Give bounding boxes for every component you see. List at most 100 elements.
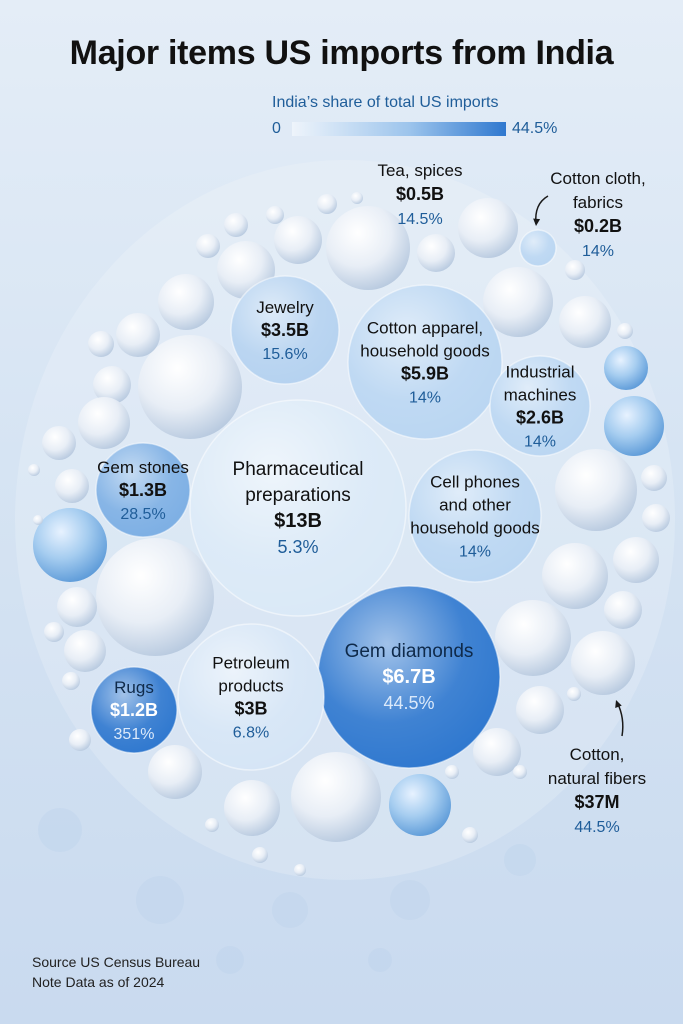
bubble-highlight-gem-diamonds bbox=[318, 586, 500, 768]
decorative-bubble bbox=[64, 630, 106, 672]
value-gem-stones: $1.3B bbox=[119, 480, 167, 500]
decorative-bubble bbox=[62, 672, 80, 690]
decorative-bubble bbox=[555, 449, 637, 531]
value-jewelry: $3.5B bbox=[261, 320, 309, 340]
value-gem-diamonds: $6.7B bbox=[382, 666, 435, 688]
decorative-bubble bbox=[266, 206, 284, 224]
decorative-bubble bbox=[462, 827, 478, 843]
source-note: Source US Census Bureau bbox=[32, 954, 201, 970]
decorative-bubble bbox=[294, 864, 306, 876]
value-petroleum-products: $3B bbox=[234, 699, 267, 719]
decorative-bubble bbox=[148, 745, 202, 799]
share-jewelry: 15.6% bbox=[262, 346, 307, 363]
decorative-bubble bbox=[88, 331, 114, 357]
decorative-bubble bbox=[138, 335, 242, 439]
decorative-bubble bbox=[604, 396, 664, 456]
share-cell-phones-and-other-household-goods: 14% bbox=[459, 544, 491, 561]
legend-title: India’s share of total US imports bbox=[272, 94, 499, 111]
label-cell-phones-and-other-household-goods: Cell phones bbox=[430, 473, 520, 492]
background-bubble bbox=[272, 892, 308, 928]
bubble-highlight-pharmaceutical-preparations bbox=[190, 400, 406, 616]
decorative-bubble bbox=[93, 366, 131, 404]
decorative-bubble bbox=[274, 216, 322, 264]
decorative-bubble bbox=[57, 587, 97, 627]
decorative-bubble bbox=[483, 267, 553, 337]
share-industrial-machines: 14% bbox=[524, 434, 556, 451]
decorative-bubble bbox=[158, 274, 214, 330]
decorative-bubble bbox=[317, 194, 337, 214]
label-industrial-machines: machines bbox=[504, 386, 577, 405]
decorative-bubble bbox=[28, 464, 40, 476]
label-cotton-apparel-household-goods: household goods bbox=[360, 342, 490, 361]
decorative-bubble bbox=[42, 426, 76, 460]
decorative-bubble bbox=[291, 752, 381, 842]
background-bubble bbox=[504, 844, 536, 876]
background-bubble bbox=[368, 948, 392, 972]
bubble-highlight-industrial-machines bbox=[490, 356, 590, 456]
decorative-bubble bbox=[417, 234, 455, 272]
label-cotton-apparel-household-goods: Cotton apparel, bbox=[367, 319, 483, 338]
decorative-bubble bbox=[571, 631, 635, 695]
share-cotton-cloth-fabrics: 14% bbox=[582, 243, 614, 260]
decorative-bubble bbox=[252, 847, 268, 863]
decorative-bubble bbox=[389, 774, 451, 836]
decorative-bubble bbox=[116, 313, 160, 357]
decorative-bubble bbox=[567, 687, 581, 701]
label-cotton-natural-fibers: natural fibers bbox=[548, 769, 646, 788]
arrow-cotton-fibers-head bbox=[615, 700, 622, 708]
legend-min-label: 0 bbox=[272, 120, 281, 137]
bubble-highlight-jewelry bbox=[231, 276, 339, 384]
value-cotton-apparel-household-goods: $5.9B bbox=[401, 364, 449, 384]
bubble-highlight-petroleum-products bbox=[178, 624, 324, 770]
bubble-highlight-cell-phones-and-other-household-goods bbox=[409, 450, 541, 582]
label-tea-spices: Tea, spices bbox=[377, 161, 462, 180]
decorative-bubble bbox=[78, 397, 130, 449]
decorative-bubble bbox=[559, 296, 611, 348]
label-cell-phones-and-other-household-goods: household goods bbox=[410, 519, 540, 538]
decorative-bubble bbox=[617, 323, 633, 339]
background-bubble bbox=[390, 880, 430, 920]
share-petroleum-products: 6.8% bbox=[233, 725, 269, 742]
decorative-bubble bbox=[55, 469, 89, 503]
decorative-bubble bbox=[495, 600, 571, 676]
bubble-highlight-cotton-cloth-fabrics bbox=[520, 230, 556, 266]
value-cotton-natural-fibers: $37M bbox=[574, 792, 619, 812]
label-rugs: Rugs bbox=[114, 678, 154, 697]
bubble-highlight-gem-stones bbox=[96, 443, 190, 537]
decorative-bubble bbox=[33, 515, 43, 525]
decorative-bubble bbox=[613, 537, 659, 583]
decorative-bubble bbox=[326, 206, 410, 290]
decorative-bubble bbox=[565, 260, 585, 280]
decorative-bubble bbox=[604, 346, 648, 390]
decorative-bubble bbox=[458, 198, 518, 258]
label-petroleum-products: products bbox=[218, 677, 283, 696]
decorative-bubble bbox=[604, 591, 642, 629]
value-cotton-cloth-fabrics: $0.2B bbox=[574, 216, 622, 236]
legend-color-scale bbox=[292, 122, 506, 136]
label-pharmaceutical-preparations: preparations bbox=[245, 485, 351, 506]
label-jewelry: Jewelry bbox=[256, 298, 314, 317]
share-tea-spices: 14.5% bbox=[397, 211, 442, 228]
arrow-cotton-cloth-head bbox=[533, 218, 541, 226]
decorative-bubble bbox=[445, 765, 459, 779]
decorative-bubble bbox=[641, 465, 667, 491]
background-bubble bbox=[136, 876, 184, 924]
label-industrial-machines: Industrial bbox=[506, 363, 575, 382]
label-cotton-cloth-fabrics: fabrics bbox=[573, 193, 623, 212]
decorative-bubble bbox=[351, 192, 363, 204]
share-gem-stones: 28.5% bbox=[120, 506, 165, 523]
value-industrial-machines: $2.6B bbox=[516, 408, 564, 428]
share-rugs: 351% bbox=[114, 726, 155, 743]
chart-title: Major items US imports from India bbox=[69, 34, 614, 72]
decorative-bubble bbox=[69, 729, 91, 751]
share-pharmaceutical-preparations: 5.3% bbox=[277, 537, 318, 557]
share-cotton-natural-fibers: 44.5% bbox=[574, 819, 619, 836]
decorative-bubble bbox=[44, 622, 64, 642]
label-petroleum-products: Petroleum bbox=[212, 654, 289, 673]
background-bubble bbox=[216, 946, 244, 974]
bubble-highlight-cotton-apparel-household-goods bbox=[348, 285, 502, 439]
value-pharmaceutical-preparations: $13B bbox=[274, 510, 322, 532]
label-pharmaceutical-preparations: Pharmaceutical bbox=[233, 459, 364, 480]
value-tea-spices: $0.5B bbox=[396, 184, 444, 204]
